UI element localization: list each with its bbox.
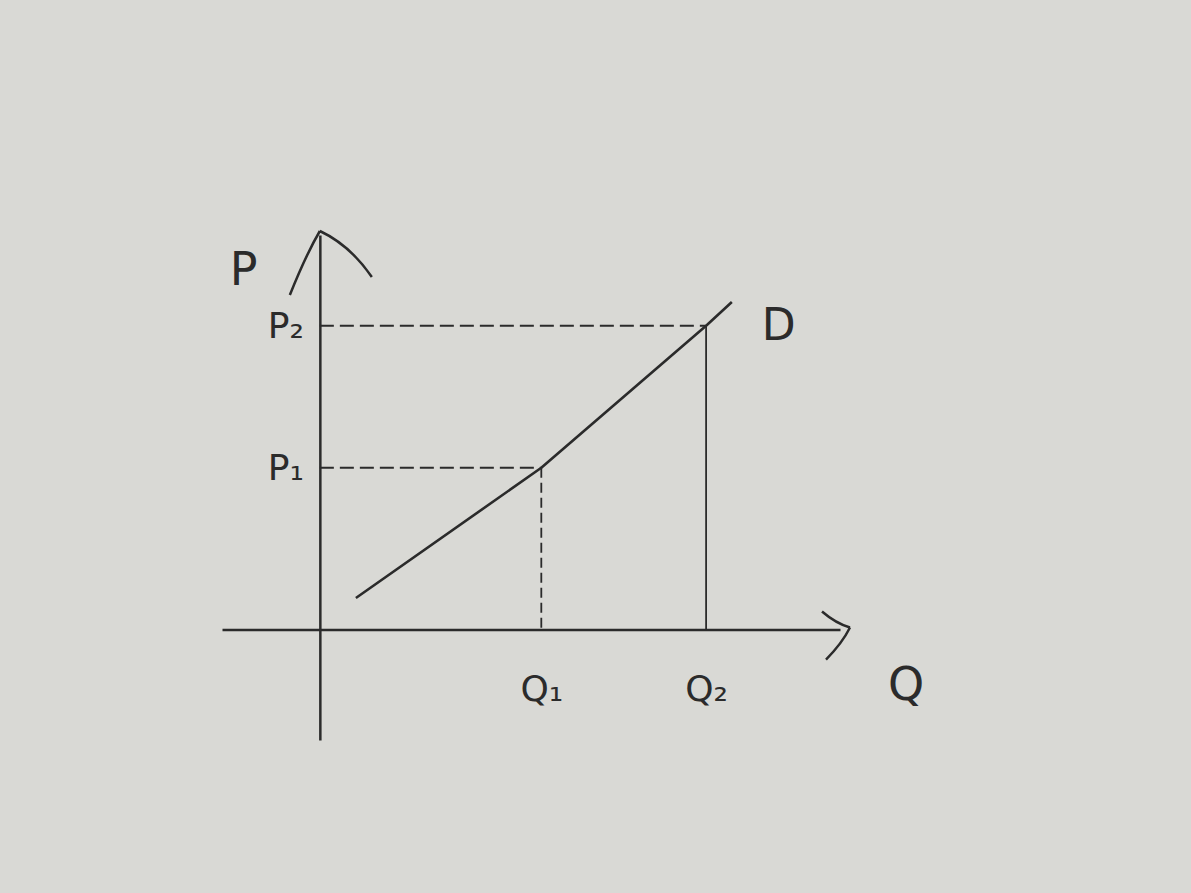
x-axis: Q₁ Q₂ bbox=[223, 630, 841, 710]
chart: Q₁ Q₂ P₁ P₂ D P Q bbox=[0, 0, 1191, 893]
guide-line bbox=[320, 325, 706, 327]
tick-label: P₂ bbox=[268, 305, 304, 346]
tick: P₁ bbox=[268, 447, 320, 488]
tick: P₂ bbox=[268, 305, 320, 346]
axis-line bbox=[319, 236, 322, 741]
background bbox=[0, 0, 1191, 893]
tick: Q₂ bbox=[685, 630, 728, 710]
tick-label: P₁ bbox=[268, 447, 304, 488]
axis-title: Q bbox=[888, 657, 924, 711]
line bbox=[356, 302, 732, 598]
tick-label: Q₂ bbox=[685, 668, 728, 709]
axis-line bbox=[223, 629, 841, 632]
axis-title: P bbox=[230, 242, 258, 296]
y-axis: P₁ P₂ bbox=[268, 236, 321, 741]
arrowhead bbox=[290, 231, 372, 295]
guide-line bbox=[320, 467, 541, 469]
tick-label: Q₁ bbox=[520, 668, 563, 709]
tick: Q₁ bbox=[520, 630, 563, 710]
plot-area bbox=[356, 302, 732, 598]
guide-line bbox=[705, 326, 707, 630]
guide-line bbox=[540, 468, 542, 630]
series-label: D bbox=[762, 299, 796, 350]
arrowhead bbox=[822, 612, 850, 660]
